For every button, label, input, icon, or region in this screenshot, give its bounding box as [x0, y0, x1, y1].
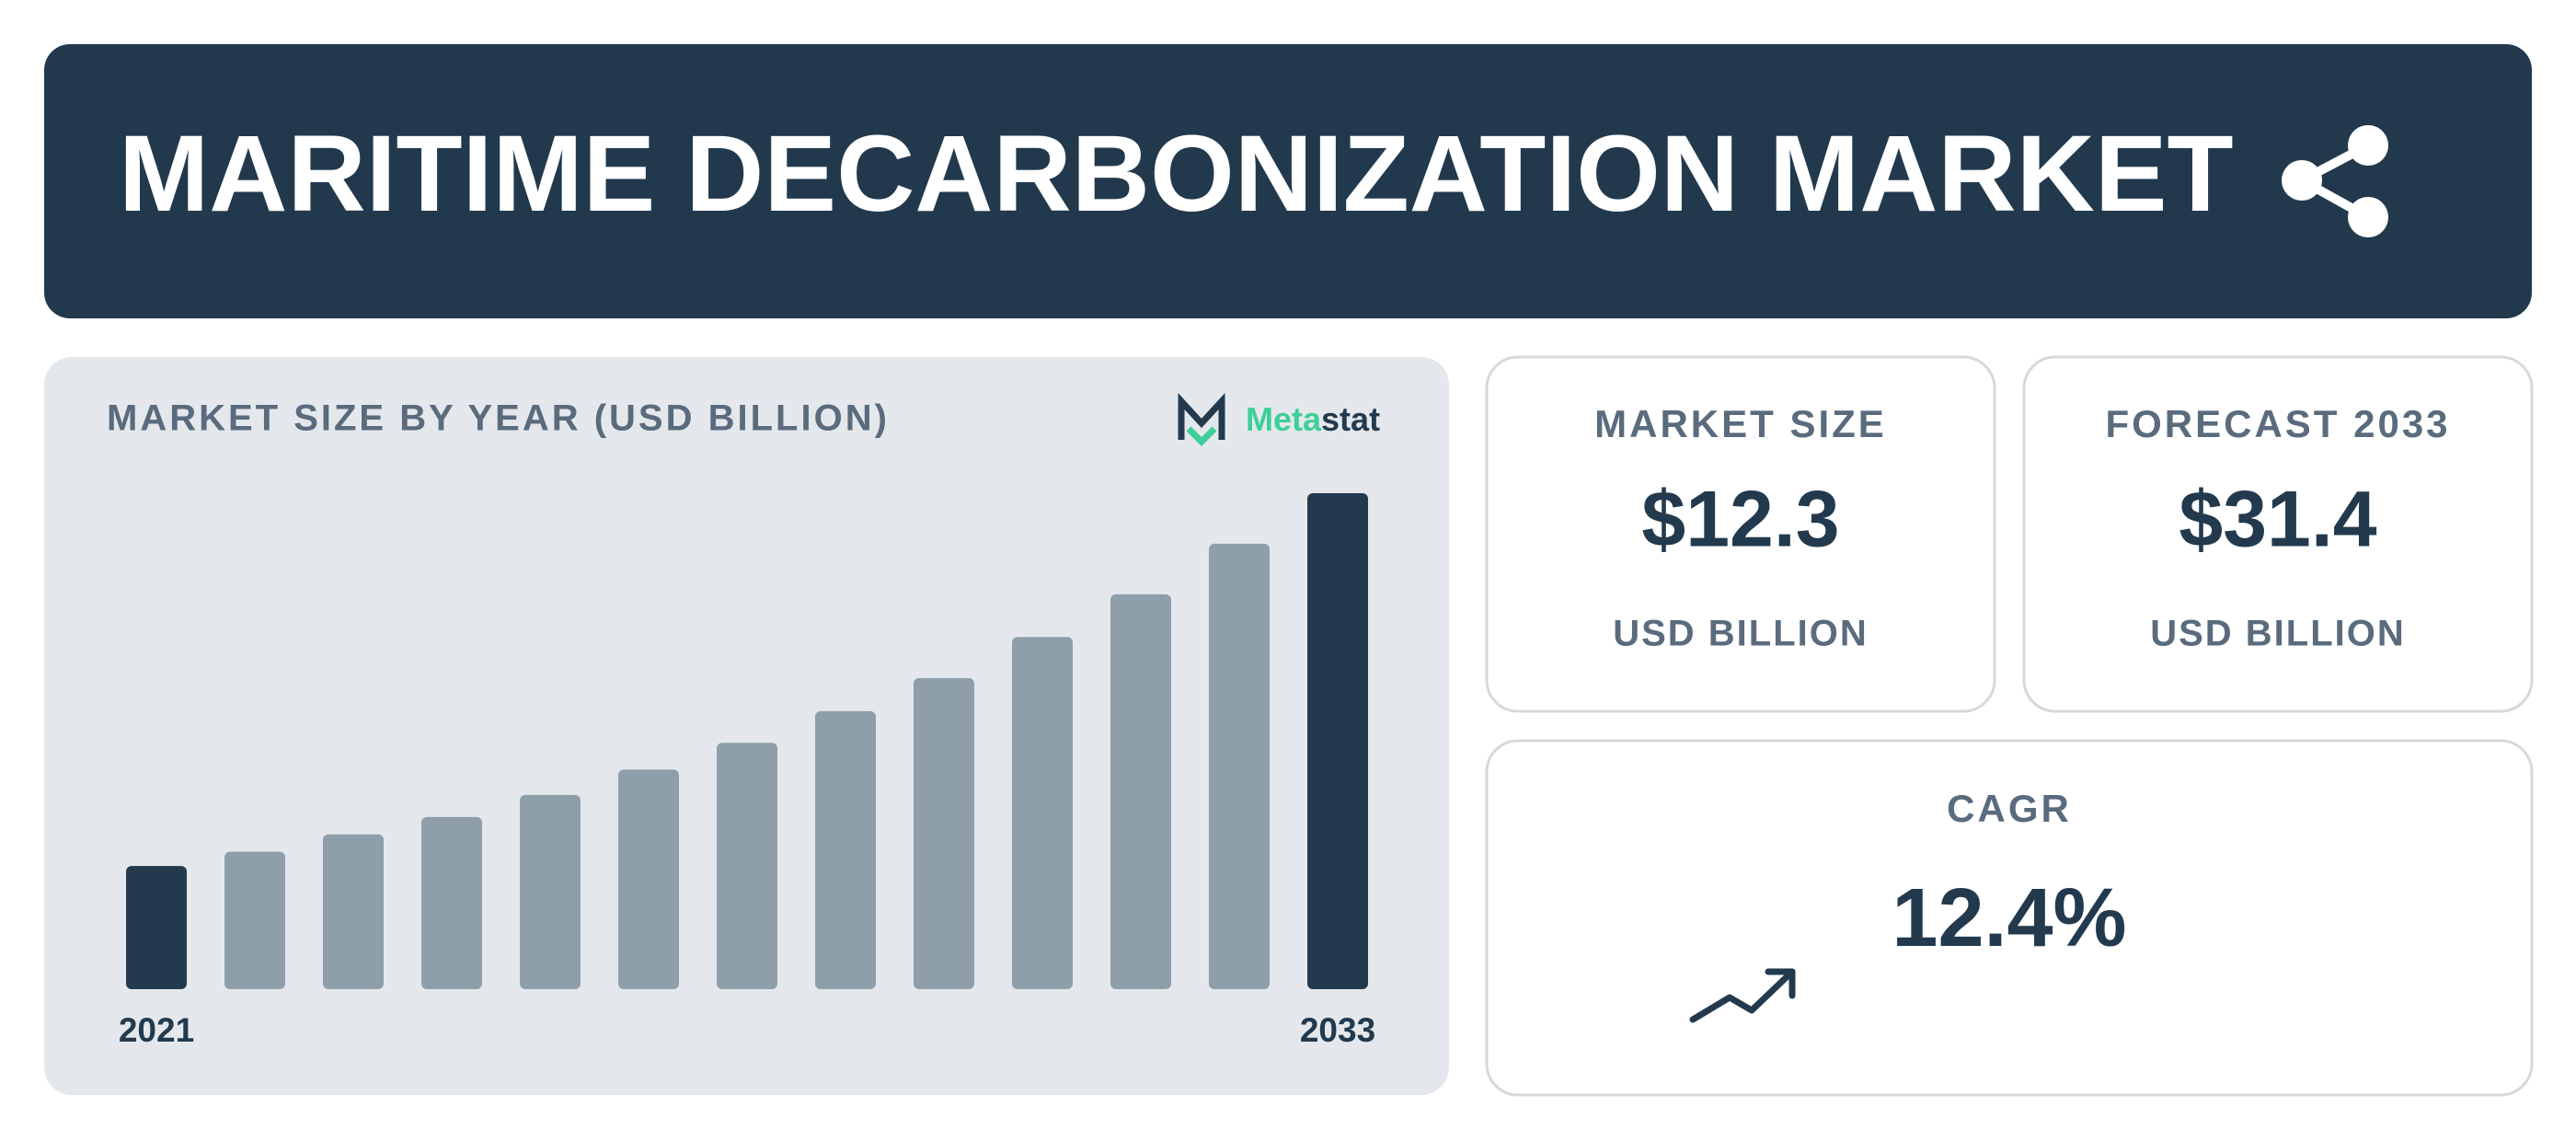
logo-text: Metastat — [1246, 400, 1380, 438]
card — [2022, 355, 2534, 713]
logo: Metastat — [1178, 393, 1380, 446]
chart-panel — [44, 357, 1449, 1095]
card-unit: USD BILLION — [2150, 614, 2406, 654]
bar — [815, 710, 876, 989]
card-value: $12.3 — [1641, 476, 1839, 564]
share-icon[interactable] — [2282, 125, 2388, 237]
logo-part: Meta — [1246, 400, 1322, 438]
x-tick-label: 2033 — [1300, 1011, 1375, 1049]
bar — [618, 769, 679, 989]
card-label: FORECAST 2033 — [2105, 402, 2450, 445]
bar — [126, 866, 187, 989]
trend-icon — [1689, 968, 1796, 1023]
card-value: 12.4% — [1892, 872, 2126, 964]
bar — [914, 677, 974, 989]
bar — [1307, 493, 1368, 989]
card-value: $31.4 — [2179, 476, 2376, 564]
card-label: MARKET SIZE — [1594, 402, 1887, 445]
bar — [1209, 543, 1270, 989]
header-bar — [44, 44, 2532, 318]
bar — [1110, 594, 1171, 989]
bar — [224, 851, 285, 989]
x-tick-label: 2021 — [119, 1011, 194, 1049]
bar — [323, 834, 384, 989]
card-label: CAGR — [1947, 787, 2072, 830]
logo-part: stat — [1321, 400, 1380, 438]
chart-title: MARKET SIZE BY YEAR (USD BILLION) — [107, 398, 890, 439]
card-unit: USD BILLION — [1613, 614, 1869, 654]
bar — [520, 794, 581, 989]
bar — [717, 743, 777, 989]
header-title: MARITIME DECARBONIZATION MARKET — [119, 113, 2234, 235]
card — [1485, 355, 1996, 713]
bar — [421, 816, 482, 989]
bar — [1012, 637, 1073, 989]
